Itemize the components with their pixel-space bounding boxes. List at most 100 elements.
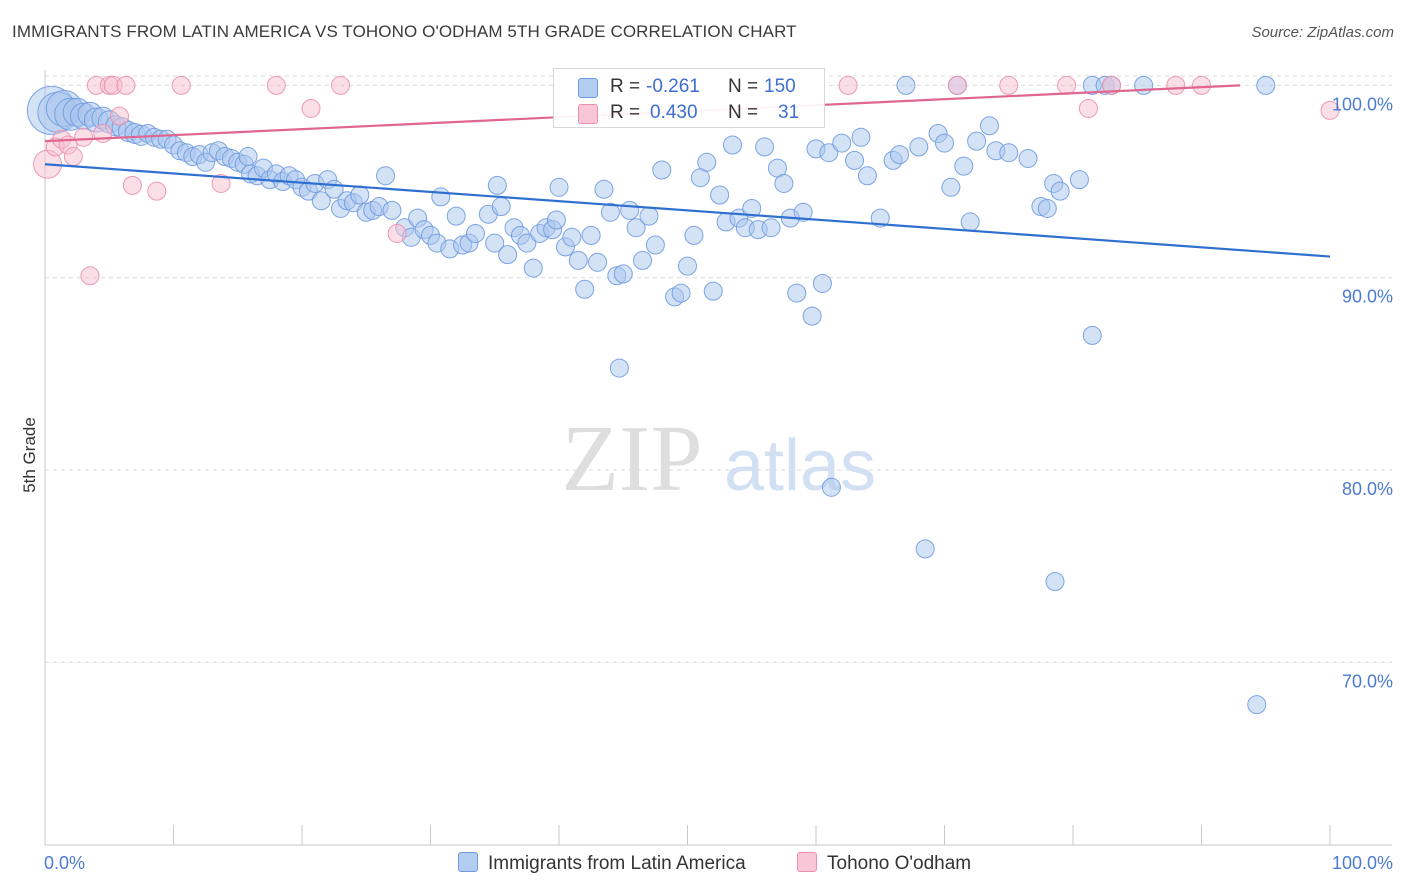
data-point-latin-america — [832, 133, 852, 153]
data-point-latin-america — [787, 283, 807, 303]
data-point-latin-america — [935, 133, 954, 153]
data-point-latin-america — [909, 137, 929, 157]
legend-r-label: R = — [610, 102, 641, 123]
data-point-tohono — [947, 75, 967, 95]
data-point-tohono — [331, 75, 351, 95]
data-point-latin-america — [678, 256, 697, 276]
data-point-latin-america — [600, 202, 620, 222]
y-tick-label: 90.0% — [1342, 287, 1393, 307]
legend-n-label: N = — [728, 76, 759, 97]
legend-n-label: N = — [728, 102, 759, 123]
legend-r-value: -0.261 — [646, 76, 700, 97]
data-point-latin-america — [819, 143, 839, 163]
watermark: ZIP atlas — [562, 407, 877, 511]
data-point-latin-america — [979, 116, 999, 136]
watermark-atlas: atlas — [724, 426, 876, 506]
data-point-latin-america — [546, 210, 566, 230]
data-point-latin-america — [967, 131, 987, 151]
data-point-tohono — [122, 175, 142, 195]
data-point-latin-america — [1037, 198, 1057, 218]
data-point-latin-america — [845, 150, 865, 170]
data-point-tohono — [999, 75, 1019, 95]
data-point-latin-america — [311, 191, 331, 211]
data-point-tohono — [266, 75, 286, 95]
data-point-latin-america — [613, 264, 633, 284]
data-point-latin-america — [485, 233, 505, 253]
data-point-latin-america — [851, 127, 871, 147]
data-point-latin-america — [896, 75, 916, 95]
data-point-tohono — [1078, 98, 1098, 118]
data-point-latin-america — [594, 179, 614, 199]
data-point-latin-america — [671, 283, 691, 303]
data-point-latin-america — [1247, 695, 1267, 715]
data-point-latin-america — [639, 206, 659, 226]
data-point-latin-america — [633, 250, 653, 270]
data-point-latin-america — [870, 208, 890, 228]
data-point-tohono — [1057, 75, 1077, 95]
data-point-latin-america — [382, 200, 402, 220]
x-tick-label: 100.0% — [1332, 853, 1393, 873]
data-point-latin-america — [523, 258, 543, 278]
watermark-zip: ZIP — [562, 407, 703, 511]
bottom-legend-label: Immigrants from Latin America — [488, 853, 746, 874]
data-point-latin-america — [491, 197, 511, 217]
data-point-tohono — [116, 75, 136, 95]
data-point-latin-america — [742, 198, 762, 218]
data-point-latin-america — [1134, 75, 1154, 95]
legend-r-value: 0.430 — [650, 102, 698, 123]
tick-labels: 70.0% 80.0% 90.0% 100.0% 0.0% 100.0% — [44, 94, 1393, 873]
data-point-latin-america — [1256, 75, 1276, 95]
data-point-latin-america — [238, 147, 258, 167]
correlation-legend: R = -0.261 N = 150 R = 0.430 N = 31 — [553, 68, 825, 128]
data-point-latin-america — [431, 187, 451, 207]
data-point-latin-america — [575, 279, 595, 299]
y-tick-label: 100.0% — [1332, 94, 1393, 114]
data-point-tohono — [838, 75, 858, 95]
data-point-latin-america — [812, 273, 832, 293]
data-point-latin-america — [1045, 572, 1065, 592]
data-point-latin-america — [941, 177, 961, 197]
data-point-latin-america — [568, 250, 588, 270]
data-point-tohono — [147, 181, 167, 201]
data-point-latin-america — [465, 223, 485, 243]
data-point-tohono — [74, 127, 94, 147]
data-point-tohono — [211, 173, 231, 193]
data-point-latin-america — [620, 200, 640, 220]
data-point-latin-america — [487, 175, 507, 195]
data-point-latin-america — [710, 185, 730, 205]
data-point-latin-america — [588, 252, 608, 272]
data-point-tohono — [1102, 75, 1122, 95]
legend-r-label: R = — [610, 76, 641, 97]
data-point-tohono — [63, 147, 83, 167]
data-point-latin-america — [446, 206, 466, 226]
data-point-latin-america — [999, 143, 1019, 163]
x-tick-label: 0.0% — [44, 853, 85, 873]
data-point-latin-america — [581, 225, 601, 245]
data-point-latin-america — [1018, 148, 1038, 168]
data-point-latin-america — [697, 152, 717, 172]
data-point-latin-america — [517, 233, 537, 253]
data-point-tohono — [1192, 75, 1211, 95]
bottom-legend-swatch-pink — [797, 852, 817, 872]
chart-title: IMMIGRANTS FROM LATIN AMERICA VS TOHONO … — [12, 22, 797, 41]
data-point-latin-america — [498, 245, 518, 265]
source-credit: Source: ZipAtlas.com — [1251, 24, 1394, 41]
series-latin-america-points — [26, 75, 1276, 715]
legend-swatch-pink — [578, 104, 598, 124]
data-point-latin-america — [703, 281, 723, 301]
data-point-latin-america — [793, 202, 813, 222]
bottom-legend-tohono: Tohono O'odham — [797, 852, 971, 875]
data-point-latin-america — [350, 185, 370, 205]
data-point-tohono — [387, 223, 407, 243]
data-point-latin-america — [645, 235, 665, 255]
bottom-legend-label: Tohono O'odham — [827, 853, 972, 874]
data-point-latin-america — [1082, 325, 1102, 345]
data-point-latin-america — [802, 306, 822, 326]
data-point-latin-america — [774, 173, 794, 193]
data-point-latin-america — [1050, 181, 1070, 201]
data-point-latin-america — [890, 145, 910, 165]
data-point-latin-america — [562, 227, 582, 247]
data-point-latin-america — [609, 358, 629, 378]
data-point-latin-america — [652, 160, 672, 180]
